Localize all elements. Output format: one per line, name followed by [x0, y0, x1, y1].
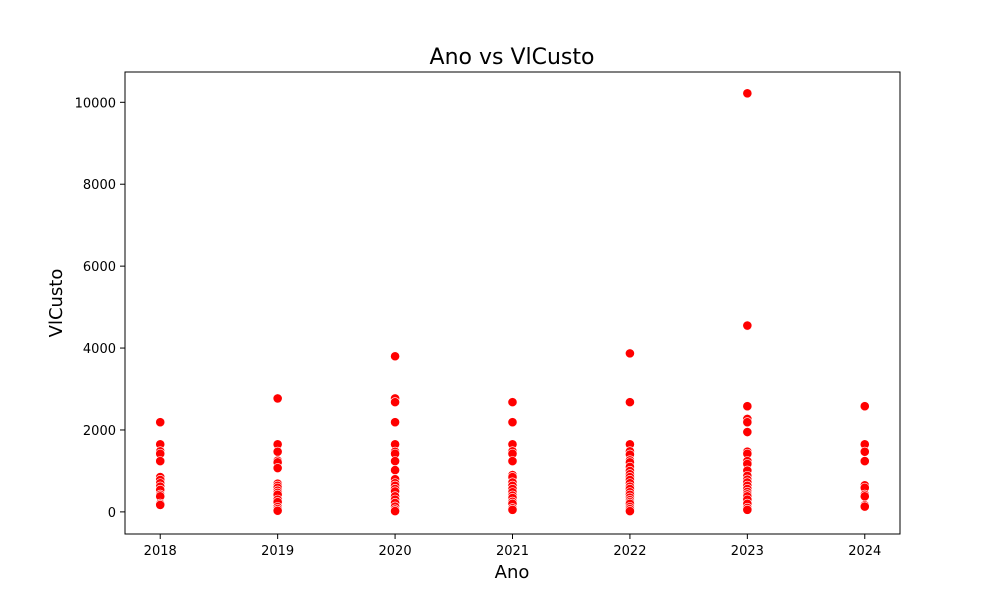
y-tick-label: 10000 — [75, 96, 116, 111]
data-point — [155, 500, 166, 510]
y-axis-label: VlCusto — [46, 269, 67, 338]
data-point — [859, 501, 870, 512]
x-axis: 2018 2019 2020 2021 2022 2023 2024 — [144, 534, 881, 559]
y-tick-label: 6000 — [83, 260, 116, 275]
data-point — [742, 401, 753, 412]
x-tick-label: 2022 — [613, 544, 646, 559]
y-tick-label: 4000 — [83, 342, 116, 357]
data-point — [155, 456, 166, 466]
x-tick-label: 2023 — [731, 544, 764, 559]
x-axis-label: Ano — [495, 562, 530, 583]
data-point — [625, 348, 635, 359]
data-point — [742, 88, 753, 99]
data-point — [272, 463, 283, 473]
data-point — [742, 427, 753, 437]
chart-title: Ano vs VlCusto — [430, 45, 595, 70]
x-tick-label: 2024 — [848, 544, 881, 559]
y-tick-label: 8000 — [83, 178, 116, 193]
data-point — [507, 397, 518, 408]
data-point — [390, 456, 400, 466]
data-point — [507, 456, 518, 466]
data-point — [625, 506, 635, 516]
points-layer — [155, 88, 870, 516]
y-axis: 0 2000 4000 6000 8000 10000 — [75, 96, 125, 521]
data-point — [625, 397, 635, 408]
data-point — [507, 504, 518, 515]
data-point — [859, 401, 870, 412]
data-point — [390, 397, 400, 408]
data-point — [742, 504, 753, 515]
data-point — [390, 417, 400, 428]
data-point — [155, 417, 166, 428]
data-point — [272, 505, 283, 516]
data-point — [272, 446, 283, 457]
data-point — [390, 465, 400, 476]
data-point — [507, 417, 518, 428]
y-tick-label: 0 — [108, 506, 116, 521]
data-point — [742, 417, 753, 428]
y-tick-label: 2000 — [83, 424, 116, 439]
x-tick-label: 2021 — [496, 544, 529, 559]
x-tick-label: 2019 — [261, 544, 294, 559]
data-point — [859, 491, 870, 502]
data-point — [390, 351, 400, 362]
data-point — [742, 320, 753, 331]
data-point — [859, 446, 870, 457]
x-tick-label: 2018 — [144, 544, 177, 559]
data-point — [859, 456, 870, 466]
data-point — [272, 393, 283, 404]
x-tick-label: 2020 — [379, 544, 412, 559]
data-point — [390, 506, 400, 516]
